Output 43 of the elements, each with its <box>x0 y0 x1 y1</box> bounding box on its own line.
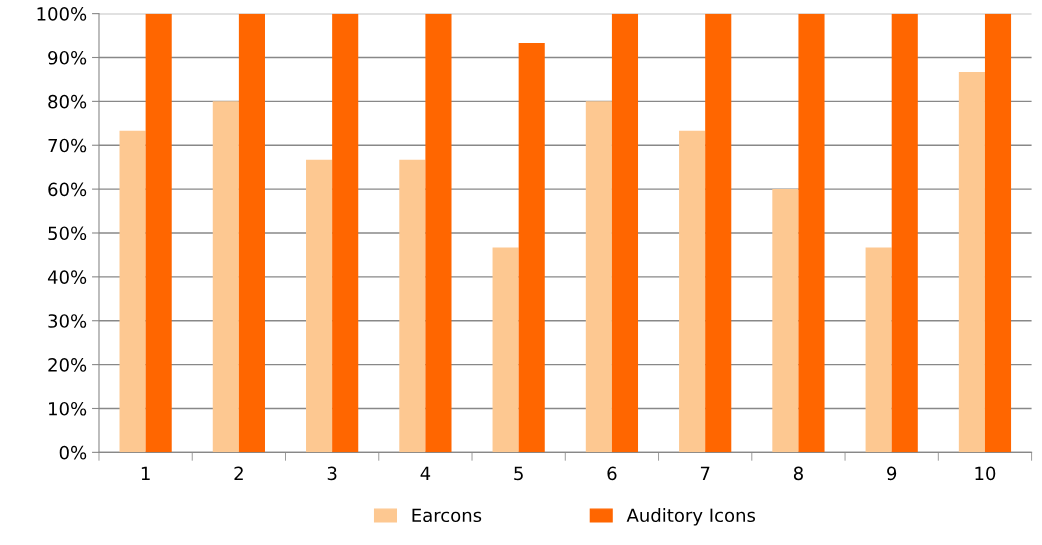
y-tick-label: 30% <box>48 314 87 328</box>
bar <box>306 159 333 453</box>
legend-label: Earcons <box>412 508 482 523</box>
bar <box>399 159 426 453</box>
x-tick-label: 3 <box>327 466 337 481</box>
x-tick-label: 8 <box>793 466 803 481</box>
bar <box>119 130 146 453</box>
x-tick-label: 1 <box>141 466 150 480</box>
bar <box>679 130 706 453</box>
x-tick-label: 2 <box>234 466 243 480</box>
bar <box>705 13 732 453</box>
bar <box>585 101 612 453</box>
x-tick-label: 5 <box>514 466 523 481</box>
bar <box>492 247 519 453</box>
y-tick-label: 20% <box>48 358 87 372</box>
y-tick-label: 100% <box>37 7 87 21</box>
bar <box>958 71 985 453</box>
y-tick-label: 40% <box>47 270 87 284</box>
y-tick-label: 0% <box>59 445 87 460</box>
bar <box>865 247 892 453</box>
y-tick-label: 10% <box>49 401 87 416</box>
bar <box>145 13 172 453</box>
legend-label: Auditory Icons <box>626 508 756 526</box>
y-tick-label: 90% <box>48 50 87 65</box>
y-tick-label: 50% <box>48 226 87 241</box>
y-tick-label: 80% <box>48 94 87 109</box>
bar <box>332 13 359 453</box>
x-tick-label: 7 <box>700 466 710 480</box>
x-tick-label: 10 <box>975 466 996 481</box>
bar <box>212 101 239 453</box>
bar <box>238 13 265 453</box>
bar <box>518 43 545 453</box>
x-tick-label: 4 <box>420 466 431 480</box>
bar <box>611 13 639 453</box>
bar <box>798 13 825 453</box>
bar <box>984 13 1012 453</box>
bar <box>425 13 452 453</box>
bar <box>772 189 799 453</box>
y-tick-label: 70% <box>48 138 87 153</box>
x-tick-label: 9 <box>887 466 897 481</box>
y-tick-label: 60% <box>48 182 87 197</box>
x-tick-label: 6 <box>607 466 617 481</box>
bar <box>891 13 918 453</box>
